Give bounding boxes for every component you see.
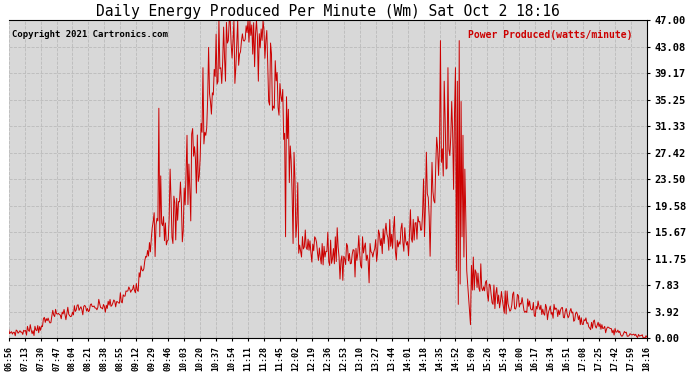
Text: Power Produced(watts/minute): Power Produced(watts/minute): [469, 30, 633, 40]
Text: Copyright 2021 Cartronics.com: Copyright 2021 Cartronics.com: [12, 30, 168, 39]
Title: Daily Energy Produced Per Minute (Wm) Sat Oct 2 18:16: Daily Energy Produced Per Minute (Wm) Sa…: [96, 4, 560, 19]
